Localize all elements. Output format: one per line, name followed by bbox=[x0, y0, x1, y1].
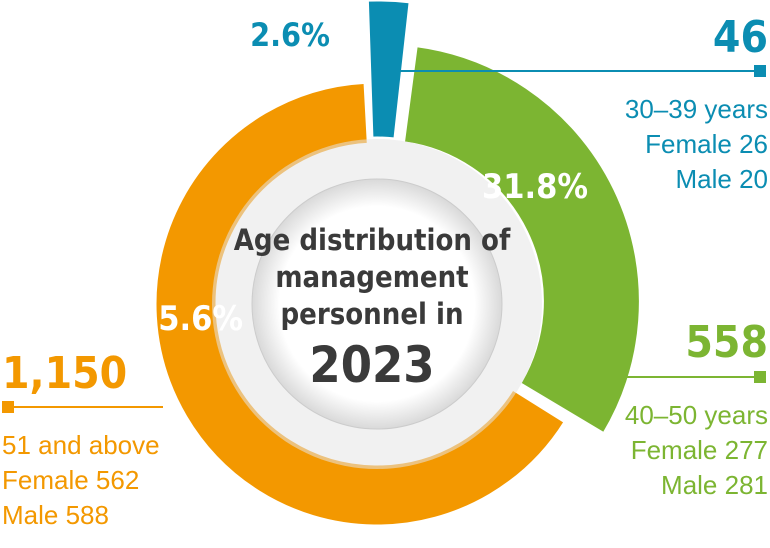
slice-female-count: Female 26 bbox=[645, 129, 768, 159]
slice-male-count: Male 281 bbox=[661, 470, 768, 500]
center-title-line-3: personnel in bbox=[280, 297, 463, 331]
slice-count-label: 46 bbox=[713, 12, 768, 63]
slice-count-label: 1,150 bbox=[2, 348, 127, 399]
slice-percent-label: 65.6% bbox=[137, 299, 243, 339]
leader-end-marker bbox=[754, 371, 766, 383]
slice-female-count: Female 277 bbox=[631, 435, 768, 465]
slice-male-count: Male 588 bbox=[2, 500, 109, 530]
donut-slice bbox=[365, 0, 412, 141]
center-year: 2023 bbox=[309, 336, 434, 394]
donut-slice bbox=[401, 43, 642, 436]
center-disc bbox=[251, 178, 503, 430]
leader-end-marker bbox=[2, 401, 14, 413]
leader-end-marker bbox=[754, 65, 766, 77]
slice-female-count: Female 562 bbox=[2, 465, 139, 495]
slice-age-group-label: 51 and above bbox=[2, 430, 160, 460]
center-title-line-1: Age distribution of bbox=[234, 223, 511, 257]
slice-age-group-label: 30–39 years bbox=[625, 94, 768, 124]
slice-count-label: 558 bbox=[685, 317, 768, 368]
slice-age-group-label: 40–50 years bbox=[625, 400, 768, 430]
slice-labels: 2.6% 31.8% 65.6% 46 30–39 years Female 26 Male… bbox=[2, 12, 768, 530]
slice-percent-label: 2.6% bbox=[250, 16, 330, 54]
slice-percent-label: 31.8% bbox=[482, 167, 588, 207]
center-title-line-2: management bbox=[275, 260, 468, 294]
slice-male-count: Male 20 bbox=[676, 164, 769, 194]
